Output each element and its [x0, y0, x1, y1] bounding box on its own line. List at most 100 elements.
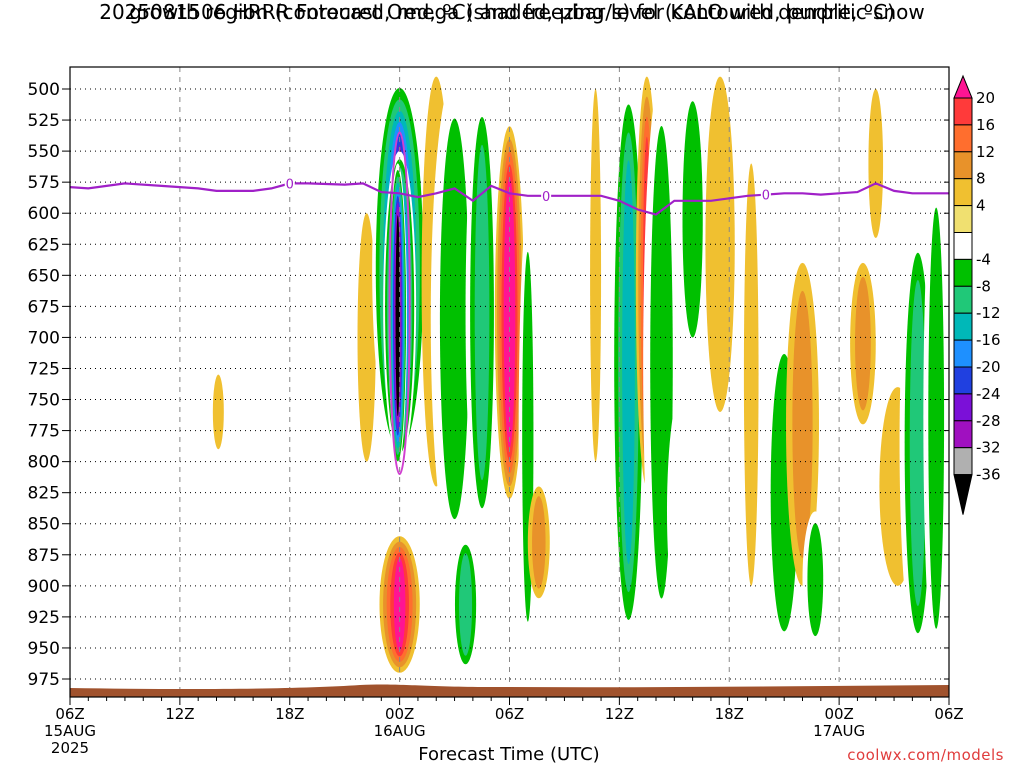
colorbar-segment — [953, 447, 973, 476]
x-year-label: 2025 — [51, 739, 89, 757]
colorbar-label: 12 — [976, 143, 995, 161]
omega-level — [357, 213, 376, 462]
colorbar-segment — [953, 312, 973, 341]
x-tick-label: 06Z — [55, 705, 84, 723]
chart-title-line-1: 2025081506 HRRR Forecast Omega (shaded, … — [99, 0, 925, 24]
y-tick-label: 625 — [28, 235, 60, 255]
colorbar-segment — [953, 366, 973, 395]
omega-level — [82, 89, 102, 357]
colorbar-segment — [953, 97, 973, 126]
omega-level — [855, 276, 871, 411]
omega-feature — [850, 262, 876, 425]
x-tick-label: 06Z — [495, 705, 524, 723]
grid — [70, 67, 949, 697]
omega-feature — [676, 76, 710, 363]
omega-level — [792, 290, 813, 558]
y-tick-label: 775 — [28, 422, 60, 442]
y-axis-ticks: 500 525 550 575 600 625 650 675 700 725 750 775 800 8… — [28, 80, 949, 690]
omega-level — [393, 558, 406, 651]
omega-feature — [527, 486, 550, 599]
freezing-level-line — [70, 182, 949, 216]
colorbar-label: 16 — [976, 116, 995, 134]
omega-feature — [802, 511, 829, 648]
colorbar-bottom-arrow — [953, 474, 973, 515]
omega-feature — [465, 89, 499, 537]
y-tick-label: 575 — [28, 173, 60, 193]
omega-level — [868, 89, 884, 239]
y-tick-label: 600 — [28, 204, 60, 224]
colorbar-label: 4 — [976, 197, 986, 215]
omega-level — [211, 561, 226, 599]
omega-level — [212, 374, 224, 450]
colorbar-label: -8 — [976, 277, 991, 295]
colorbar-label: 20 — [976, 89, 995, 107]
colorbar-segment — [953, 258, 973, 287]
y-tick-label: 750 — [28, 391, 60, 411]
omega-feature — [518, 213, 537, 661]
omega-feature — [211, 561, 226, 599]
omega-level — [682, 101, 703, 338]
x-date-label: 16AUG — [374, 722, 426, 740]
y-tick-label: 850 — [28, 515, 60, 535]
omega-feature — [829, 486, 860, 648]
omega-level — [439, 118, 470, 520]
y-tick-label: 525 — [28, 111, 60, 131]
omega-feature — [786, 262, 819, 586]
x-tick-label: 12Z — [605, 705, 634, 723]
y-tick-label: 550 — [28, 142, 60, 162]
colorbar-segment — [953, 339, 973, 368]
colorbar-segment — [953, 124, 973, 153]
y-tick-label: 975 — [28, 670, 60, 690]
omega-level — [474, 144, 490, 481]
omega-level — [807, 523, 824, 637]
y-tick-label: 950 — [28, 639, 60, 659]
x-axis-label: Forecast Time (UTC) — [418, 744, 600, 765]
x-tick-label: 00Z — [385, 705, 414, 723]
x-date-label: 17AUG — [813, 722, 865, 740]
colorbar-segment — [953, 393, 973, 422]
colorbar-label: -20 — [976, 358, 1001, 376]
omega-feature — [923, 163, 949, 673]
colorbar-label: 8 — [976, 170, 986, 188]
omega-feature — [666, 387, 700, 636]
omega-level — [909, 279, 927, 607]
colorbar-label: -28 — [976, 412, 1001, 430]
y-tick-label: 675 — [28, 297, 60, 317]
omega-level — [928, 207, 945, 629]
omega-level — [540, 89, 570, 412]
omega-level — [156, 455, 168, 499]
omega-level — [743, 163, 759, 586]
freezing-level-label: 0 — [286, 177, 294, 192]
freezing-label-bg — [284, 176, 295, 191]
colorbar-segment — [953, 232, 973, 260]
freezing-level-label: 0 — [542, 190, 550, 205]
x-tick-label: 06Z — [934, 705, 963, 723]
omega-feature — [156, 455, 168, 499]
colorbar-label: -4 — [976, 250, 991, 268]
colorbar-label: -16 — [976, 331, 1001, 349]
colorbar-segment — [953, 178, 973, 207]
omega-level — [496, 610, 512, 673]
omega-feature — [450, 536, 481, 673]
omega-shading — [82, 76, 949, 673]
colorbar-segment — [953, 420, 973, 449]
omega-feature — [868, 89, 884, 239]
y-tick-label: 925 — [28, 608, 60, 628]
colorbar: 20 16 12 8 4 -4 -8 -12 -16 -20 -24 -28 -32 -36 — [953, 74, 1001, 515]
x-tick-label: 18Z — [715, 705, 744, 723]
freezing-label-bg — [541, 188, 552, 203]
omega-level — [622, 160, 635, 565]
colorbar-label: -36 — [976, 466, 1001, 484]
colorbar-label: -24 — [976, 385, 1001, 403]
y-tick-label: 875 — [28, 546, 60, 566]
y-tick-label: 500 — [28, 80, 60, 100]
colorbar-segment — [953, 151, 973, 180]
omega-feature — [540, 89, 570, 412]
x-tick-label: 12Z — [165, 705, 194, 723]
chart-title-line-2: growth region (contoured, red, ºC) and f… — [129, 0, 895, 24]
omega-level — [396, 221, 400, 410]
ground-fill — [70, 684, 949, 697]
omega-feature — [388, 163, 407, 468]
contours: 0 0 0 — [70, 131, 949, 476]
omega-level — [829, 486, 860, 648]
